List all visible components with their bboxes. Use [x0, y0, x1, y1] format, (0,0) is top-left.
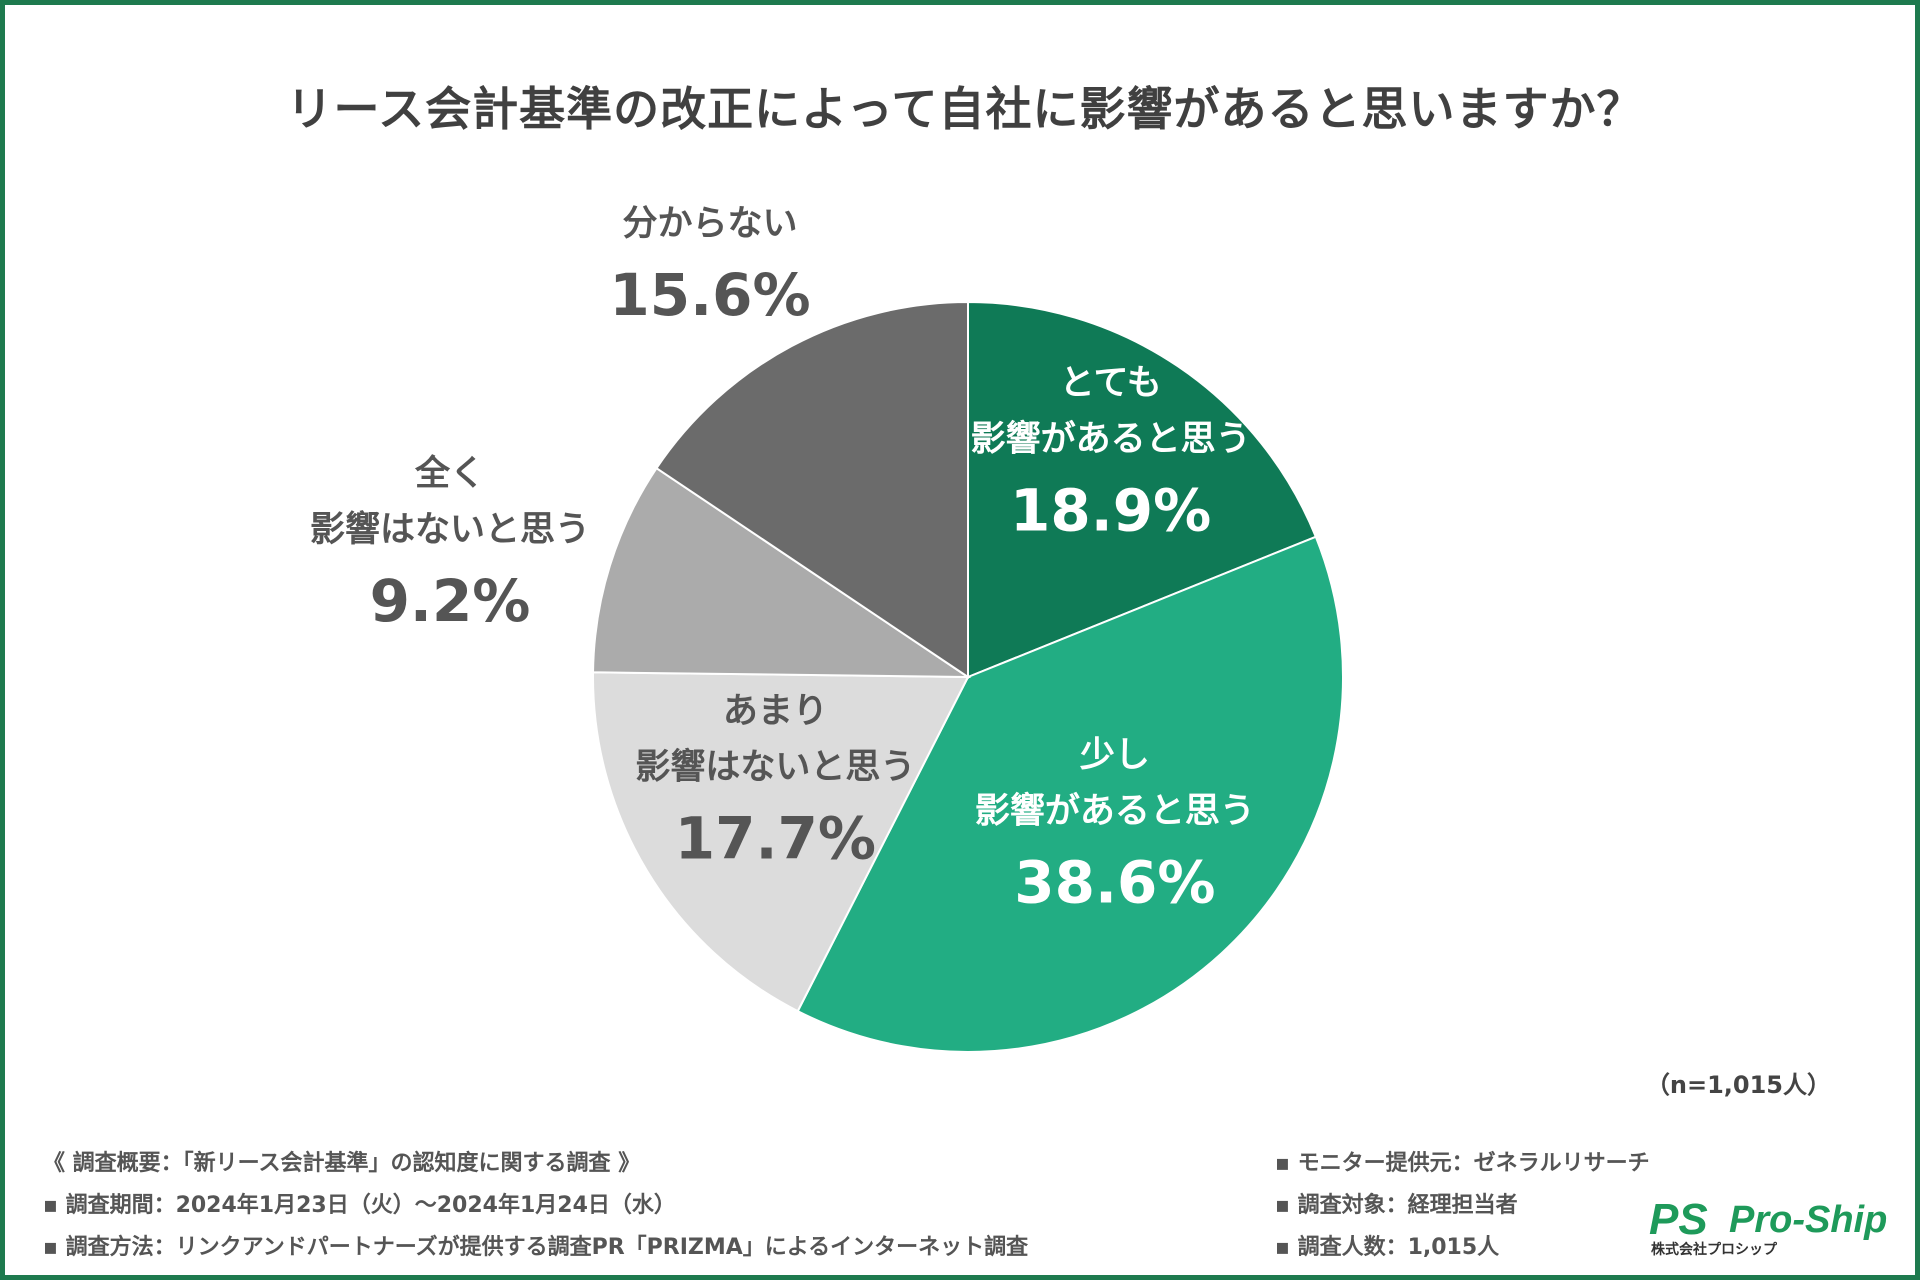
survey-method: ▪ 調査方法：リンクアンドパートナーズが提供する調査PR「PRIZMA」によるイ… [43, 1235, 1029, 1260]
logo-name: Pro-Ship [1729, 1199, 1887, 1241]
survey-target: ▪ 調査対象：経理担当者 [1275, 1193, 1518, 1218]
pie-slice-some-impact [796, 535, 1344, 1053]
slice-value-little-impact: 17.7% [675, 804, 876, 872]
slice-label-some-impact-line-0: 少し [1080, 735, 1150, 775]
slice-label-little-impact-line-0: あまり [723, 691, 828, 731]
slice-label-no-impact-line-1: 影響はないと思う [310, 509, 590, 550]
pie-chart: とても影響があると思う18.9%少し影響があると思う38.6%あまり影響はないと… [310, 204, 1344, 1053]
slice-value-no-impact: 9.2% [370, 567, 531, 635]
monitor-provider: ▪ モニター提供元：ゼネラルリサーチ [1275, 1151, 1650, 1176]
logo-mark: PS [1649, 1195, 1708, 1244]
slice-label-unknown-line-0: 分からない [622, 204, 797, 244]
survey-summary-heading: 《 調査概要：「新リース会計基準」の認知度に関する調査 》 [43, 1151, 641, 1176]
pie-slice-little-impact [592, 671, 970, 1013]
slice-value-some-impact: 38.6% [1014, 848, 1215, 916]
slice-value-unknown: 15.6% [609, 261, 810, 329]
slice-value-very-much-impact: 18.9% [1010, 477, 1211, 545]
slice-label-very-much-impact-line-1: 影響があると思う [971, 419, 1251, 460]
survey-count: ▪ 調査人数：1,015人 [1275, 1235, 1500, 1260]
chart-title: リース会計基準の改正によって自社に影響があると思いますか？ [286, 82, 1644, 136]
sample-size-note: （n=1,015人） [1645, 1071, 1831, 1099]
pie-slice-unknown [655, 300, 969, 679]
slice-label-little-impact-line-1: 影響はないと思う [635, 746, 915, 787]
pie-slice-no-impact [592, 466, 972, 679]
slice-label-some-impact-line-1: 影響があると思う [975, 790, 1255, 831]
slice-label-no-impact-line-0: 全く [414, 453, 485, 494]
survey-period: ▪ 調査期間：2024年1月23日（火）～2024年1月24日（水） [43, 1193, 676, 1218]
pro-ship-logo: PS Pro-Ship 株式会社プロシップ [1649, 1195, 1887, 1258]
slice-label-very-much-impact-line-0: とても [1060, 364, 1162, 404]
logo-company: 株式会社プロシップ [1651, 1241, 1778, 1258]
pie-slice-very-much-impact [967, 300, 1318, 679]
